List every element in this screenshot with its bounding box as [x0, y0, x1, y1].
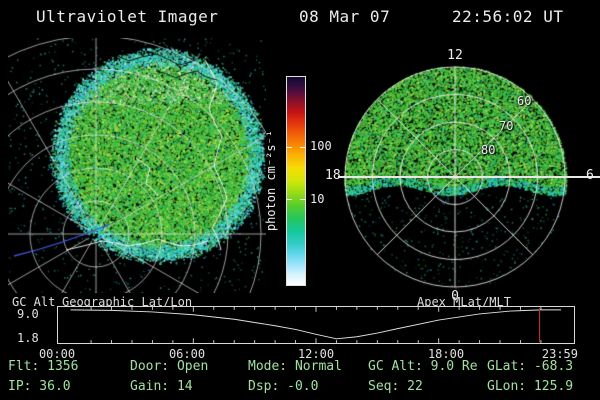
gcalt-plot — [57, 306, 575, 344]
status-glon: GLon: 125.9 — [487, 379, 574, 394]
status-gain: Gain: 14 — [130, 379, 193, 394]
mlat-80-label: 80 — [481, 143, 496, 157]
gcalt-ytick-top: 9.0 — [17, 307, 39, 321]
status-ip: IP: 36.0 — [8, 379, 71, 394]
mlat-70-label: 70 — [499, 119, 514, 133]
gcalt-xtick-0000: 00:00 — [38, 347, 76, 361]
status-flt: Flt: 1356 — [8, 359, 79, 374]
geo-map-image — [8, 38, 266, 293]
mlt-18-label: 18 — [325, 168, 341, 183]
colorbar-axis-label: photon cm⁻²s⁻¹ — [264, 130, 278, 232]
mlat-60-label: 60 — [517, 94, 532, 108]
app-title: Ultraviolet Imager — [36, 7, 219, 26]
gcalt-xtick-2359: 23:59 — [541, 347, 578, 361]
gcalt-xtick-1200: 12:00 — [297, 347, 335, 361]
status-seq: Seq: 22 — [368, 379, 423, 394]
gcalt-curve — [70, 309, 561, 340]
status-dsp: Dsp: -0.0 — [248, 379, 319, 394]
gcalt-axis-title: GC Alt — [12, 295, 56, 309]
apex-caption: Apex MLat/MLT — [417, 295, 511, 309]
mlt-12-label: 12 — [447, 48, 463, 63]
status-door: Door: Open — [130, 359, 209, 374]
status-glat: GLat: -68.3 — [487, 359, 574, 374]
status-mode: Mode: Normal — [248, 359, 342, 374]
colorbar-tick-label-100: 100 — [310, 139, 332, 153]
mlt-6-label: 6 — [586, 168, 594, 183]
gcalt-xtick-0600: 06:00 — [168, 347, 206, 361]
date-label: 08 Mar 07 — [299, 7, 391, 26]
geo-caption: Geographic Lat/Lon — [62, 295, 193, 309]
gcalt-ytick-bottom: 1.8 — [17, 331, 39, 345]
dawn-dusk-line — [338, 176, 600, 178]
status-gcalt: GC Alt: 9.0 Re — [368, 359, 478, 374]
colorbar-gradient — [286, 76, 306, 286]
mlt-0-label: 0 — [451, 289, 459, 304]
gcalt-xtick-1800: 18:00 — [427, 347, 465, 361]
time-label: 22:56:02 UT — [452, 7, 564, 26]
colorbar-tick-label-10: 10 — [310, 192, 325, 206]
colorbar-label-wrap: photon cm⁻²s⁻¹ — [261, 76, 281, 286]
